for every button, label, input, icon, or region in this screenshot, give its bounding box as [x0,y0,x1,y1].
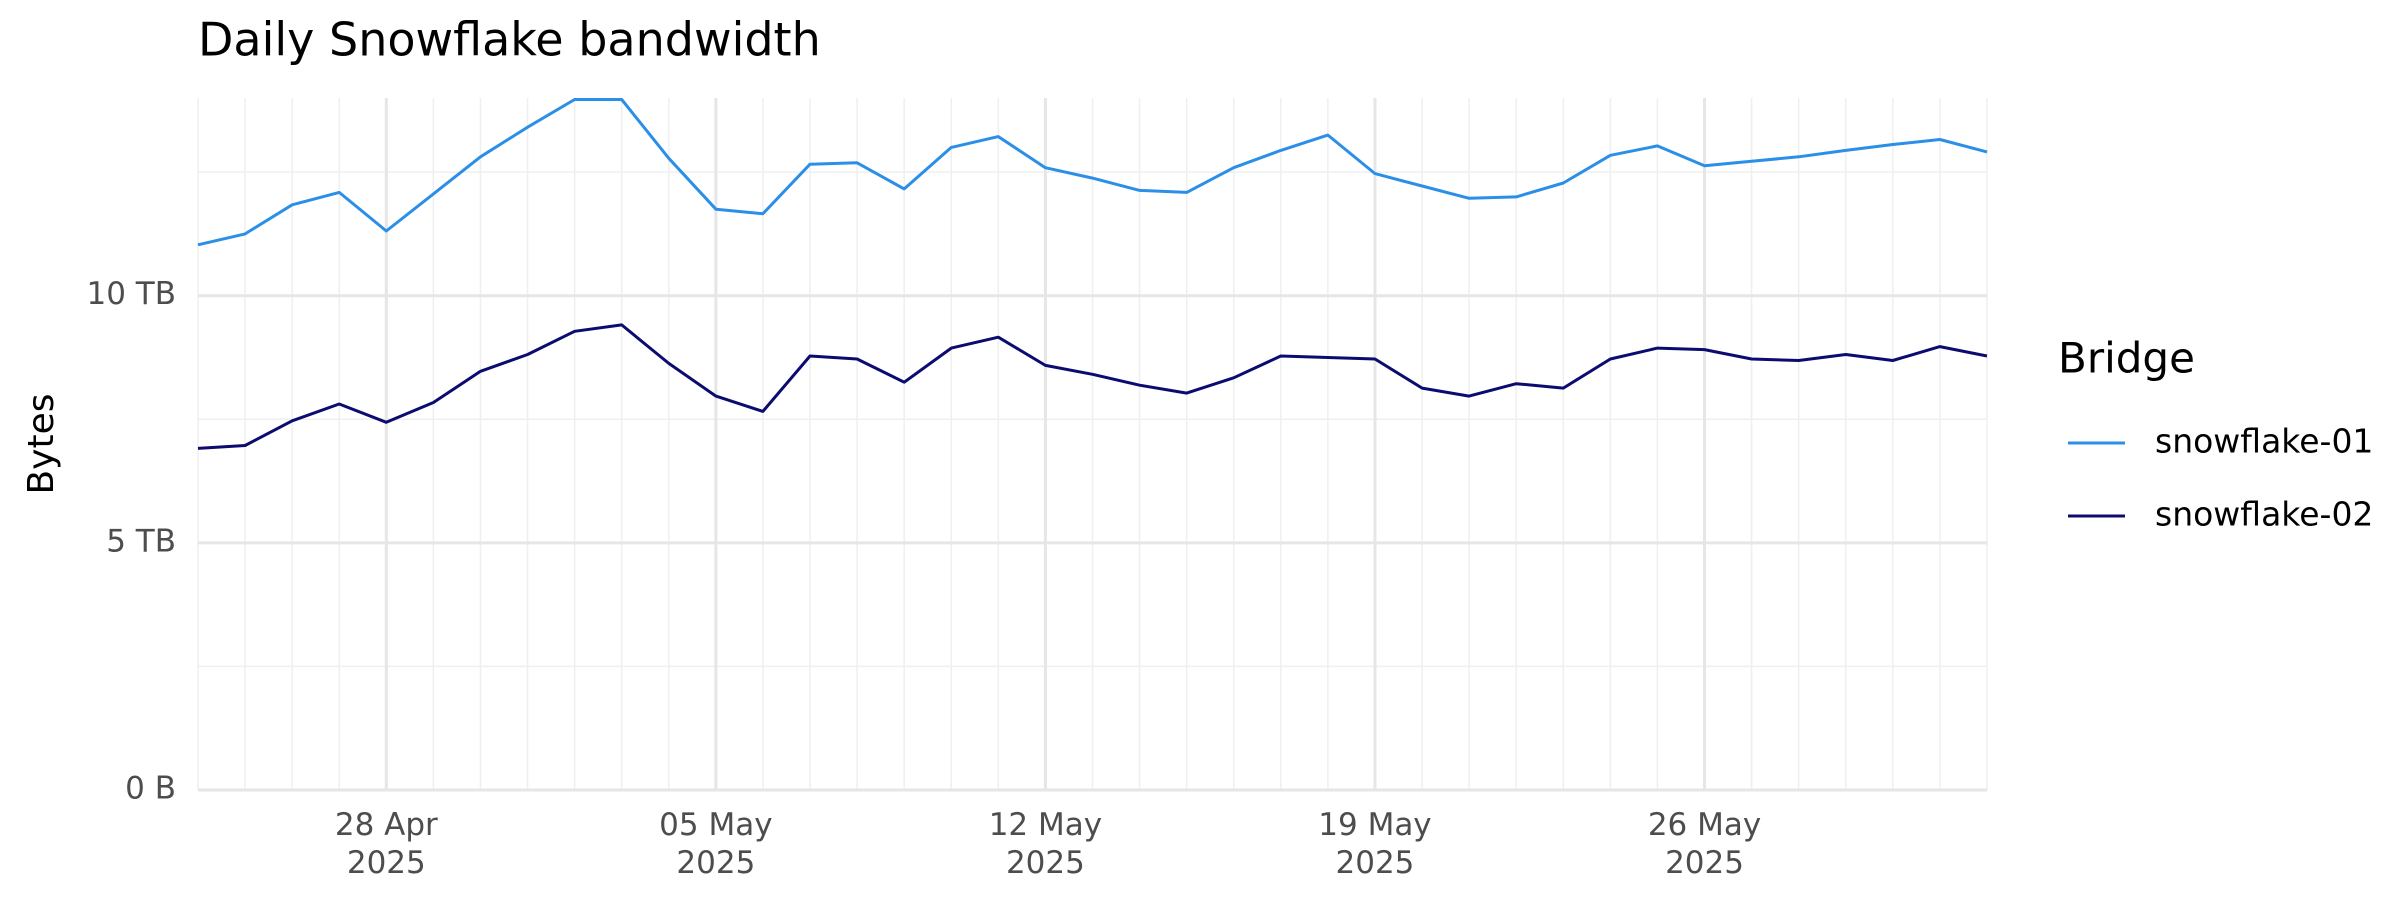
x-tick-label: 19 May 2025 [1318,807,1432,881]
x-tick-label: 26 May 2025 [1647,807,1762,881]
legend-label: snowflake-01 [2155,422,2373,461]
x-tick-label: 05 May 2025 [659,807,773,881]
y-tick-label: 0 B [125,771,176,807]
x-tick-label: 28 Apr 2025 [334,807,438,881]
line [197,98,1988,247]
legend-label: snowflake-02 [2155,495,2373,534]
y-tick-label: 5 TB [106,523,176,559]
x-tick-label: 12 May 2025 [988,807,1103,881]
legend-title: Bridge [2058,334,2195,383]
chart-title: Daily Snowflake bandwidth [198,13,821,67]
y-axis-label: Bytes [21,393,62,494]
y-tick-label: 10 TB [86,276,176,312]
line [197,323,1988,450]
